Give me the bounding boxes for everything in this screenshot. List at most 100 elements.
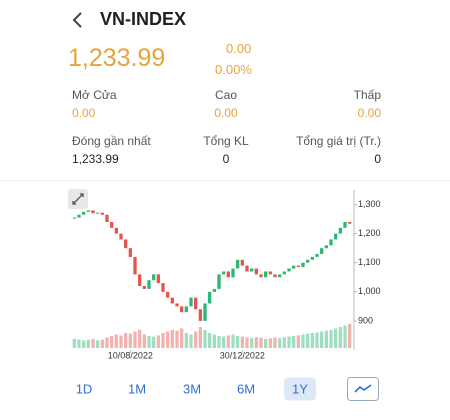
volume-bar <box>82 340 86 348</box>
candle <box>268 271 272 275</box>
volume-bar <box>222 336 226 348</box>
volume-bar <box>343 325 347 348</box>
volume-bar <box>114 334 118 348</box>
stat-value: 0 <box>374 152 381 166</box>
volume-bar <box>77 339 81 348</box>
volume-bar <box>250 338 254 348</box>
separator <box>0 180 450 181</box>
volume-bar <box>161 333 165 348</box>
candle <box>245 265 249 272</box>
volume-bar <box>292 336 296 348</box>
candle <box>226 271 230 278</box>
volume-bar <box>119 335 123 348</box>
volume-bar <box>268 338 272 348</box>
candle <box>152 274 156 281</box>
candle <box>287 268 291 272</box>
range-button[interactable]: 1D <box>75 381 93 397</box>
volume-bar <box>156 335 160 348</box>
range-button[interactable]: 1Y <box>284 377 316 401</box>
volume-bar <box>208 333 212 348</box>
candle <box>236 259 240 269</box>
volume-bar <box>259 337 263 348</box>
candle <box>91 210 95 214</box>
candle <box>259 274 263 278</box>
candle <box>348 222 352 224</box>
change-pct: 0.00% <box>215 62 252 77</box>
volume-bar <box>310 333 314 348</box>
volume-bar <box>240 336 244 348</box>
candle <box>86 210 90 212</box>
volume-bar <box>189 334 193 348</box>
volume-bar <box>212 334 216 348</box>
volume-bar <box>184 333 188 348</box>
candle <box>292 265 296 269</box>
stat-value: 0.00 <box>214 106 238 120</box>
candle <box>273 274 277 278</box>
candle <box>282 271 286 275</box>
volume-bar <box>133 331 137 348</box>
candle <box>203 303 207 321</box>
candle <box>198 309 202 321</box>
candle <box>212 288 216 292</box>
candle <box>338 227 342 234</box>
candle <box>156 274 160 284</box>
candle <box>180 306 184 313</box>
candle <box>222 271 226 275</box>
y-tick-label: 1,200 <box>358 228 381 238</box>
volume-bar <box>147 336 151 348</box>
candle <box>329 239 333 246</box>
volume-bar <box>194 331 198 348</box>
range-button[interactable]: 1M <box>127 381 147 397</box>
volume-bar <box>152 336 156 348</box>
candle <box>343 222 347 228</box>
candle <box>138 274 142 286</box>
candle <box>170 297 174 304</box>
candle <box>310 256 314 260</box>
volume-bar <box>315 332 319 348</box>
candle <box>320 248 324 254</box>
candle <box>161 283 165 292</box>
volume-bar <box>170 330 174 348</box>
range-button[interactable]: 6M <box>236 381 256 397</box>
candle <box>231 268 235 278</box>
x-tick-label: 30/12/2022 <box>220 350 265 360</box>
stat-label: Mở Cửa <box>72 88 117 102</box>
volume-bar <box>231 334 235 348</box>
volume-bar <box>110 336 114 348</box>
stat-value: 0.00 <box>357 106 381 120</box>
stat-value: 1,233.99 <box>72 152 119 166</box>
candle <box>264 271 268 278</box>
change: 0.00 <box>226 41 252 56</box>
candle <box>334 233 338 240</box>
stat-value: 0 <box>222 152 230 166</box>
volume-bar <box>100 339 104 348</box>
candle <box>114 227 118 234</box>
volume-bar <box>86 339 90 348</box>
volume-bar <box>329 330 333 348</box>
candle <box>250 268 254 272</box>
stat-label: Tổng giá trị (Tr.) <box>296 134 381 148</box>
volume-bar <box>287 336 291 348</box>
candle <box>166 291 170 298</box>
title: VN-INDEX <box>100 9 187 29</box>
volume-bar <box>142 334 146 348</box>
volume-bar <box>273 337 277 348</box>
range-button[interactable]: 3M <box>182 381 202 397</box>
candle <box>240 259 244 266</box>
chart-type-button[interactable] <box>347 377 379 401</box>
back-button[interactable] <box>70 10 86 30</box>
candle <box>96 212 100 214</box>
candle <box>105 214 109 222</box>
x-tick-label: 10/08/2022 <box>108 350 153 360</box>
candle <box>189 297 193 307</box>
candle <box>110 222 114 228</box>
volume-bar <box>180 328 184 348</box>
candle <box>128 248 132 257</box>
volume-bar <box>320 331 324 348</box>
volume-bar <box>301 334 305 348</box>
volume-bar <box>245 337 249 348</box>
y-tick-label: 900 <box>358 315 373 325</box>
volume-bar <box>128 333 132 348</box>
volume-bar <box>124 333 128 348</box>
